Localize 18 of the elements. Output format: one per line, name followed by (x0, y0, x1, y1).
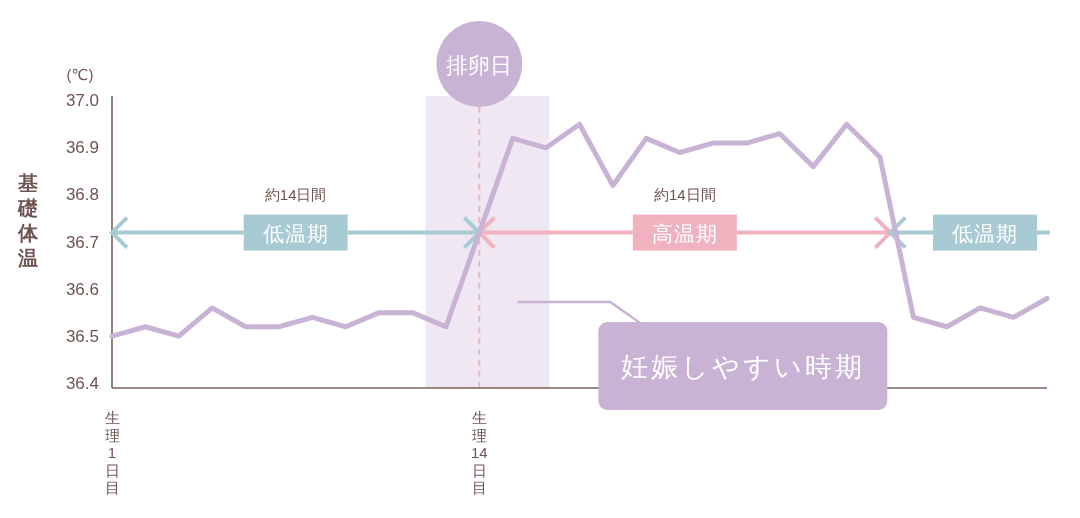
annotation: 高温期 (651, 222, 718, 246)
text: (℃) (66, 65, 94, 83)
annotation: 約14日間 (653, 186, 716, 204)
y-axis-title: 基礎体温 (17, 172, 39, 269)
annotation: 約14日間 (264, 186, 327, 204)
x-tick-label: 生理14日目 (470, 409, 488, 496)
x-tick-label: 生理1日目 (104, 409, 120, 496)
annotation: 低温期 (262, 222, 329, 246)
annotation: 低温期 (952, 222, 1018, 246)
y-tick-label: 36.8 (65, 185, 99, 205)
ref-line-label: 排卵日 (446, 52, 513, 78)
y-tick-label: 36.7 (65, 232, 99, 252)
annotation: 妊娠しやすい時期 (620, 352, 865, 382)
y-tick-label: 36.6 (65, 279, 99, 299)
y-tick-label: 36.4 (65, 373, 99, 393)
y-tick-label: 36.5 (65, 326, 99, 346)
y-tick-label: 36.9 (65, 138, 99, 158)
y-tick-label: 37.0 (65, 91, 99, 111)
